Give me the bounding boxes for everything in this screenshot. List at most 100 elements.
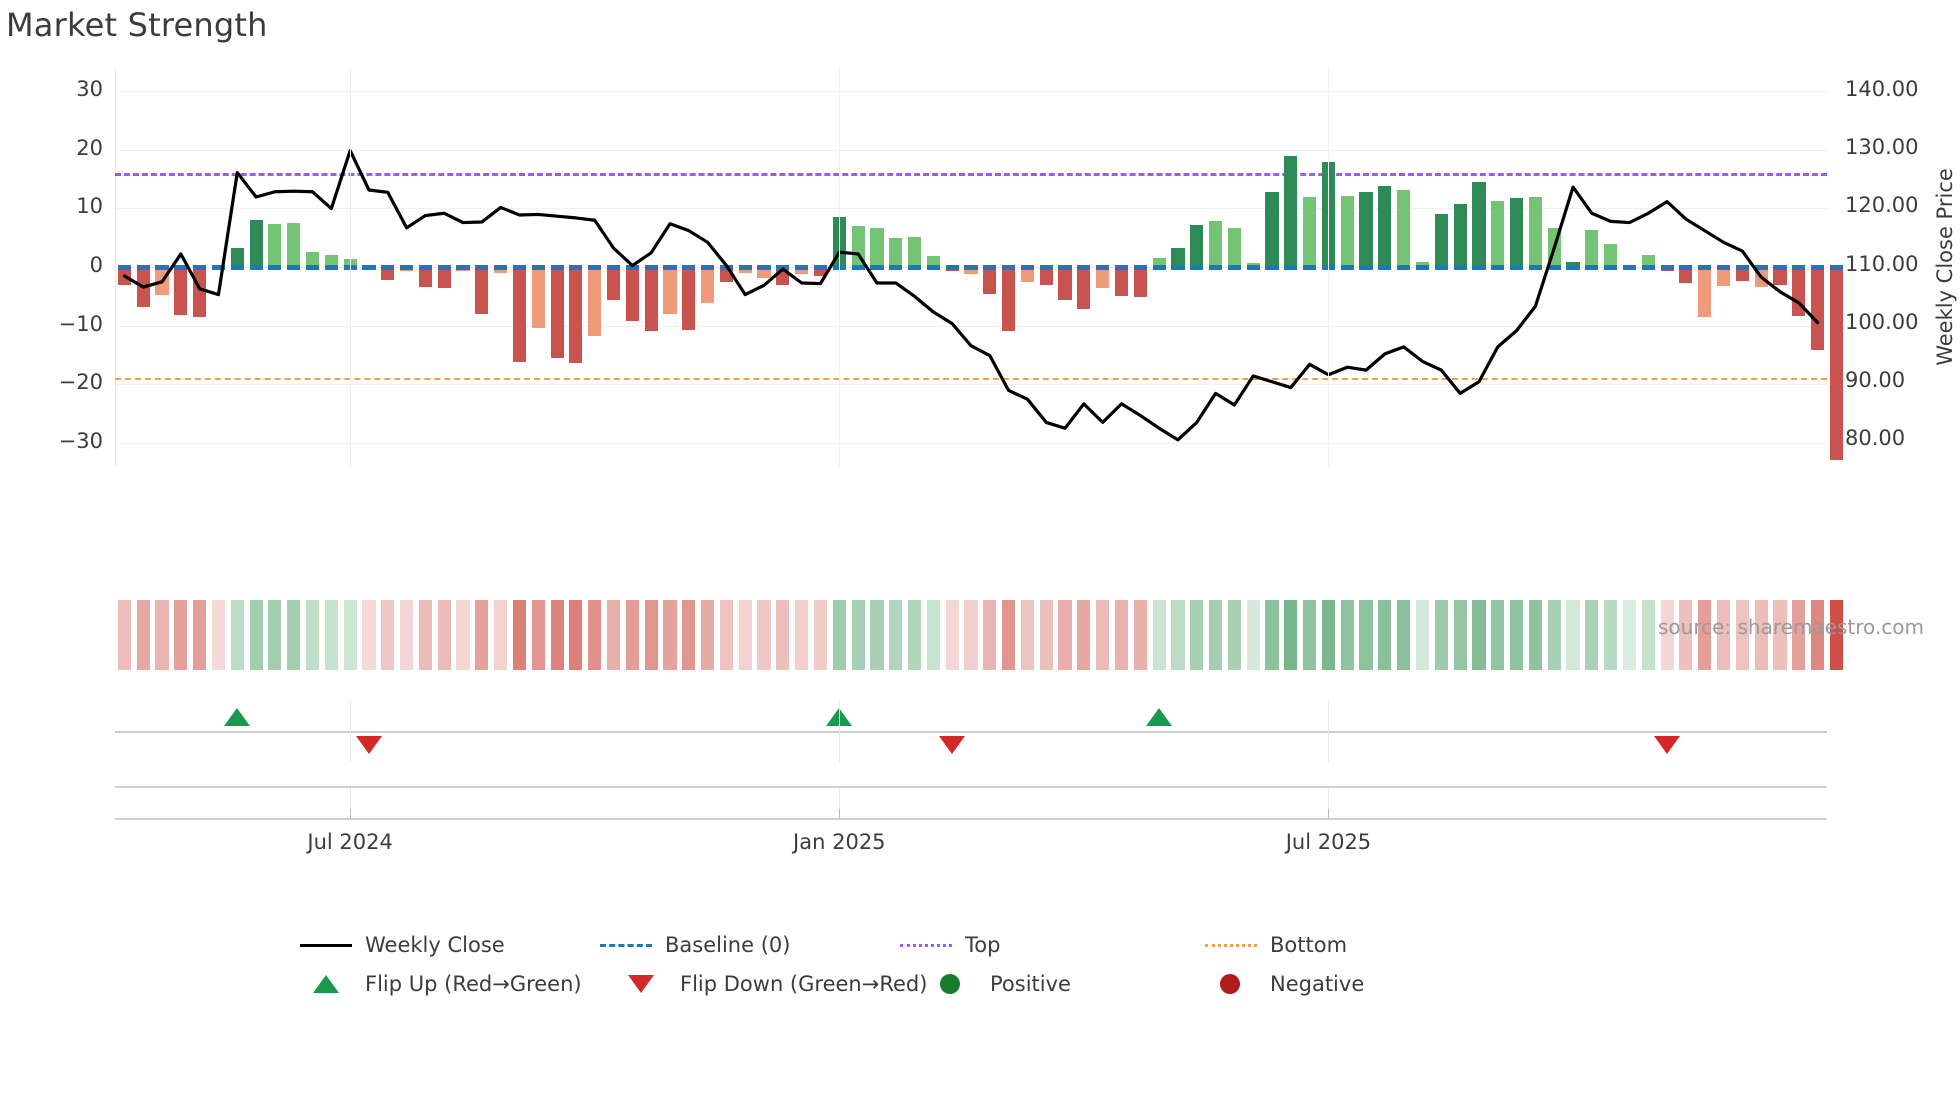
baseline-tick	[1020, 265, 1034, 270]
strength-heatmap-strip	[115, 600, 1843, 670]
baseline-tick	[456, 265, 470, 270]
heatmap-cell	[1284, 600, 1298, 670]
x-tick-label: Jan 2025	[793, 830, 886, 854]
vertical-gridline	[839, 700, 841, 762]
left-axis-tick-label: −10	[58, 311, 103, 336]
gridline	[115, 384, 1827, 386]
legend-item[interactable]: Bottom	[1205, 925, 1347, 964]
baseline-tick	[249, 265, 263, 270]
right-axis-tick-label: 90.00	[1845, 367, 1906, 392]
heatmap-cell	[1096, 600, 1110, 670]
strength-bar	[701, 267, 715, 304]
heatmap-cell	[644, 600, 658, 670]
strength-bar	[287, 222, 301, 267]
heatmap-cell	[1321, 600, 1336, 670]
strength-bar	[1829, 267, 1843, 461]
heatmap-cell	[926, 600, 940, 670]
strength-bar	[1265, 192, 1279, 267]
heatmap-cell	[1208, 600, 1223, 670]
heatmap-cell	[155, 600, 169, 670]
baseline-tick	[418, 265, 432, 270]
vertical-gridline	[1328, 700, 1330, 762]
strength-bar	[1133, 267, 1147, 298]
strength-bar	[1020, 267, 1034, 283]
baseline-tick	[1133, 265, 1147, 270]
heatmap-cell	[230, 600, 244, 670]
strength-bar	[1077, 267, 1091, 310]
heatmap-cell	[1303, 600, 1317, 670]
strength-bar	[1773, 267, 1787, 285]
baseline-tick	[907, 265, 922, 270]
strength-bar	[437, 267, 451, 289]
x-tick-mark	[350, 809, 352, 818]
source-attribution: source: sharemaestro.com	[1658, 615, 1924, 639]
heatmap-cell	[1434, 600, 1448, 670]
legend-item[interactable]: Positive	[925, 964, 1071, 1003]
baseline-tick	[1641, 265, 1655, 270]
dashed-line-swatch-icon	[600, 943, 652, 947]
heatmap-cell	[1265, 600, 1279, 670]
baseline-tick	[757, 265, 771, 270]
baseline-tick	[136, 265, 150, 270]
baseline-tick	[1340, 265, 1354, 270]
heatmap-cell	[437, 600, 451, 670]
right-axis-tick-label: 120.00	[1845, 193, 1919, 218]
baseline-tick	[1716, 265, 1731, 270]
baseline-tick	[1528, 265, 1542, 270]
baseline-tick	[983, 265, 997, 270]
legend-swatch	[925, 973, 977, 994]
heatmap-cell	[701, 600, 715, 670]
heatmap-cell	[475, 600, 489, 670]
vertical-gridline	[839, 68, 841, 466]
baseline-tick	[1378, 265, 1392, 270]
baseline-tick	[494, 265, 508, 270]
legend-item[interactable]: Negative	[1205, 964, 1364, 1003]
heatmap-cell	[1829, 600, 1843, 670]
baseline-tick	[1698, 265, 1712, 270]
strength-bar	[644, 267, 658, 332]
baseline-tick	[1585, 265, 1599, 270]
baseline-tick	[1453, 265, 1467, 270]
baseline-tick	[381, 265, 395, 270]
legend-item[interactable]: Baseline (0)	[600, 925, 790, 964]
baseline-tick	[1547, 265, 1561, 270]
heatmap-cell	[550, 600, 564, 670]
heatmap-cell	[1246, 600, 1260, 670]
right-axis-tick-label: 130.00	[1845, 135, 1919, 160]
strength-bar	[889, 237, 903, 267]
legend-item[interactable]: Weekly Close	[300, 925, 505, 964]
heatmap-cell	[1415, 600, 1430, 670]
heatmap-cell	[719, 600, 733, 670]
baseline-tick	[795, 265, 809, 270]
strength-bar	[606, 267, 621, 300]
heatmap-cell	[1604, 600, 1618, 670]
baseline-tick	[663, 265, 677, 270]
flip-up-marker	[224, 708, 251, 726]
legend-item[interactable]: Flip Up (Red→Green)	[300, 964, 582, 1003]
legend-item[interactable]: Top	[900, 925, 1000, 964]
baseline-tick	[1397, 265, 1411, 270]
strength-bar	[1604, 243, 1618, 267]
heatmap-cell	[1397, 600, 1411, 670]
baseline-tick	[606, 265, 621, 270]
heatmap-cell	[907, 600, 922, 670]
baseline-tick	[1359, 265, 1373, 270]
baseline-tick	[1190, 265, 1204, 270]
strength-bar	[1811, 267, 1825, 351]
baseline-tick	[1039, 265, 1053, 270]
right-axis-tick-label: 110.00	[1845, 251, 1919, 276]
heatmap-cell	[1566, 600, 1580, 670]
legend-item[interactable]: Flip Down (Green→Red)	[615, 964, 927, 1003]
heatmap-cell	[606, 600, 621, 670]
heatmap-cell	[400, 600, 414, 670]
baseline-tick	[230, 265, 244, 270]
x-axis-ticks: Jul 2024 Jan 2025 Jul 2025	[115, 788, 1827, 878]
strength-bar	[1002, 267, 1016, 332]
vertical-gridline	[1328, 68, 1330, 466]
heatmap-cell	[776, 600, 790, 670]
heatmap-cell	[1811, 600, 1825, 670]
strength-bar	[625, 267, 639, 321]
heatmap-cell	[1547, 600, 1561, 670]
heatmap-cell	[1453, 600, 1467, 670]
gridline	[115, 442, 1827, 444]
